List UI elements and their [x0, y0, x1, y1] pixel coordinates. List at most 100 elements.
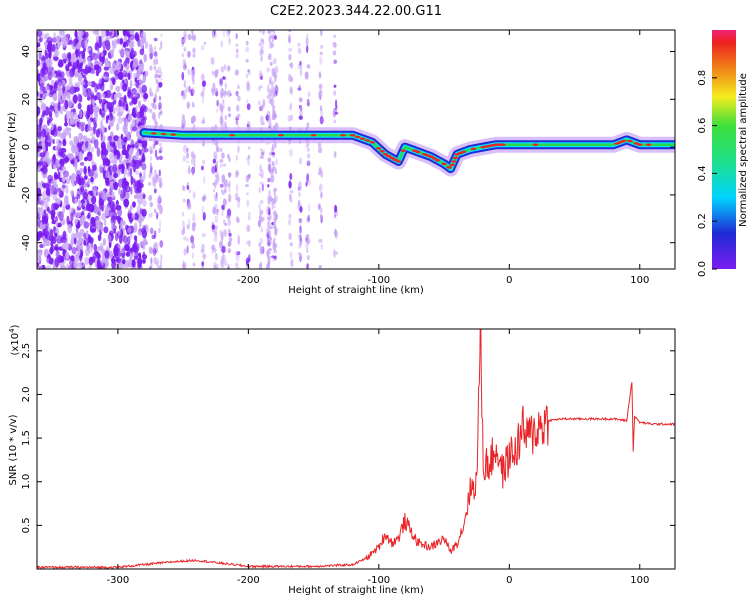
noise-speck	[139, 149, 142, 155]
noise-speck	[123, 60, 128, 67]
noise-speck	[112, 99, 117, 105]
noise-speck	[88, 256, 94, 266]
noise-speck	[258, 100, 261, 106]
noise-speck	[160, 33, 163, 38]
noise-speck	[60, 243, 66, 250]
noise-speck	[109, 66, 114, 75]
noise-speck	[57, 171, 61, 180]
noise-speck	[319, 51, 323, 56]
noise-speck	[200, 73, 205, 82]
noise-speck	[142, 258, 146, 264]
noise-speck	[127, 235, 131, 245]
noise-speck	[306, 147, 310, 152]
signal-peak	[434, 159, 441, 162]
noise-speck	[334, 151, 337, 159]
noise-speck	[201, 80, 206, 87]
noise-speck	[132, 143, 136, 149]
noise-speck	[202, 116, 205, 124]
noise-speck	[298, 234, 301, 240]
noise-speck	[153, 118, 157, 123]
noise-speck	[186, 151, 189, 159]
noise-speck	[87, 56, 91, 67]
noise-speck	[272, 205, 277, 209]
noise-speck	[273, 215, 277, 223]
noise-speck	[274, 65, 279, 75]
noise-speck	[156, 258, 160, 265]
noise-speck	[159, 240, 164, 248]
noise-speck	[299, 225, 302, 234]
noise-speck	[49, 184, 55, 194]
noise-speck	[85, 140, 89, 149]
noise-speck	[88, 107, 94, 115]
noise-speck	[39, 93, 43, 99]
noise-speck	[266, 205, 270, 213]
noise-speck	[200, 165, 204, 171]
colorbar: 0.0 0.2 0.4 0.6 0.8 Normalized spectral ampl…	[697, 30, 749, 277]
noise-speck	[135, 71, 141, 78]
noise-speck	[62, 84, 65, 94]
noise-speck	[260, 168, 264, 178]
colorbar-tick-label: 0.6	[697, 118, 708, 134]
noise-speck	[105, 76, 110, 81]
noise-speck	[46, 195, 51, 203]
noise-speck	[74, 87, 80, 92]
noise-speck	[271, 161, 275, 167]
noise-speck	[38, 197, 42, 203]
noise-speck	[89, 221, 93, 227]
noise-speck	[148, 212, 152, 218]
noise-speck	[268, 236, 273, 241]
noise-speck	[72, 209, 76, 216]
noise-speck	[153, 188, 157, 194]
snr-series-line	[37, 329, 675, 569]
noise-speck	[235, 43, 239, 47]
noise-speck	[213, 229, 217, 236]
noise-speck	[219, 147, 223, 153]
snr-y-label: SNR (10 * v/v)	[8, 414, 19, 485]
noise-speck	[272, 58, 277, 65]
noise-speck	[91, 158, 94, 165]
noise-speck	[73, 236, 77, 245]
noise-speck	[58, 90, 61, 101]
noise-speck	[129, 167, 133, 178]
noise-speck	[153, 115, 156, 122]
noise-speck	[53, 56, 59, 61]
noise-speck	[73, 260, 78, 269]
noise-speck	[260, 226, 264, 233]
noise-speck	[183, 79, 187, 88]
noise-speck	[260, 104, 265, 110]
noise-speck	[318, 146, 323, 154]
noise-speck	[333, 249, 336, 258]
noise-speck	[134, 222, 138, 233]
x-tick-label: 100	[630, 275, 649, 286]
noise-speck	[267, 84, 270, 93]
noise-speck	[100, 51, 104, 58]
noise-speck	[267, 114, 270, 121]
noise-speck	[81, 177, 85, 185]
noise-speck	[222, 103, 225, 110]
signal-peak	[229, 133, 235, 137]
noise-speck	[115, 85, 121, 92]
noise-speck	[258, 215, 262, 219]
noise-speck	[109, 82, 114, 92]
noise-speck	[87, 125, 92, 132]
signal-peak	[637, 143, 643, 146]
noise-speck	[142, 251, 146, 257]
noise-speck	[181, 71, 185, 81]
noise-speck	[129, 204, 133, 211]
noise-speck	[47, 174, 54, 182]
noise-speck	[297, 47, 302, 55]
noise-speck	[182, 185, 185, 191]
noise-speck	[142, 199, 147, 207]
y-tick-label: 1.0	[21, 474, 32, 490]
noise-speck	[85, 110, 90, 116]
noise-speck	[333, 151, 337, 158]
noise-speck	[236, 200, 241, 209]
noise-speck	[269, 76, 273, 81]
noise-speck	[155, 70, 160, 73]
noise-speck	[332, 41, 337, 48]
noise-speck	[133, 57, 139, 68]
noise-speck	[40, 114, 44, 123]
noise-speck	[306, 248, 309, 254]
noise-speck	[79, 254, 83, 262]
noise-speck	[182, 155, 187, 162]
